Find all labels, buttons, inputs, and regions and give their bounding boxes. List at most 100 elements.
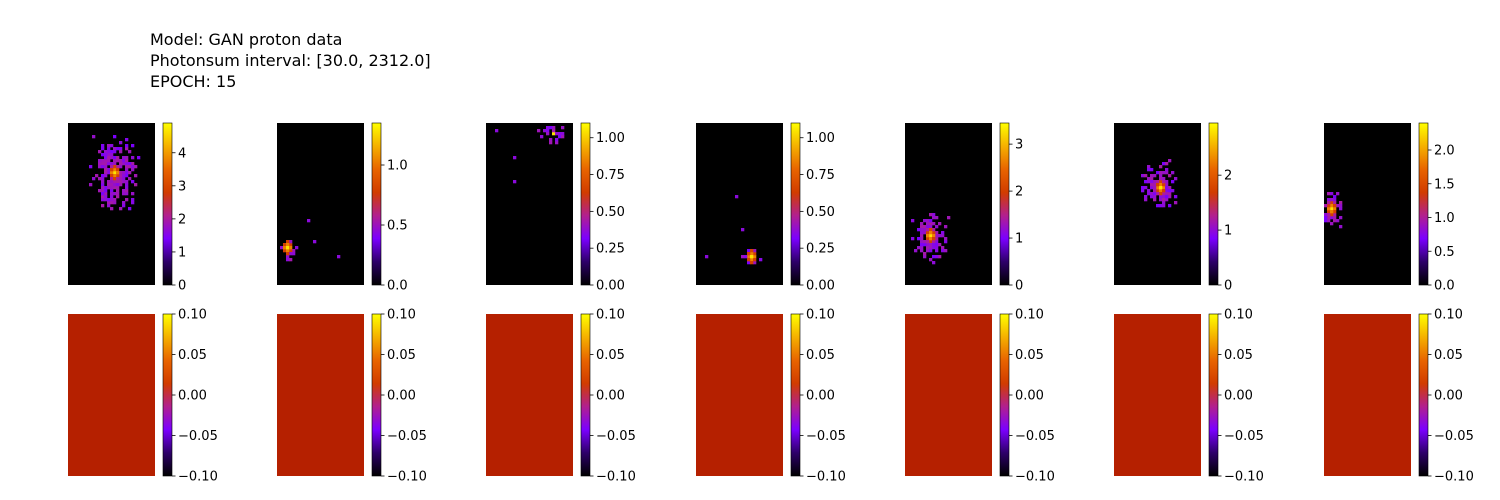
heatmap-pixel	[98, 189, 102, 193]
heatmap-pixel	[125, 180, 129, 184]
heatmap-pixel	[113, 165, 117, 169]
heatmap-pixel	[1327, 207, 1331, 211]
colorbar-tick-label: 0.00	[806, 389, 835, 404]
heatmap-image	[68, 314, 155, 476]
heatmap-pixel	[929, 237, 933, 241]
heatmap-pixel	[92, 177, 96, 181]
heatmap-pixel	[289, 252, 293, 256]
heatmap-pixel	[1324, 204, 1328, 208]
heatmap-pixel	[116, 183, 120, 187]
heatmap-pixel	[735, 195, 739, 199]
heatmap-pixel	[941, 249, 945, 253]
colorbar	[371, 122, 382, 286]
heatmap-pixel	[1150, 180, 1154, 184]
heatmap-pixel	[1330, 216, 1334, 220]
heatmap-pixel	[1144, 198, 1148, 202]
heatmap-pixel	[122, 204, 126, 208]
colorbar-tick-label: 0.10	[387, 308, 416, 323]
heatmap-pixel	[107, 171, 111, 175]
heatmap-pixel	[561, 132, 565, 136]
heatmap-pixel	[122, 192, 126, 196]
heatmap-pixel	[292, 249, 296, 253]
heatmap-pixel	[926, 243, 930, 247]
heatmap-panel-r1-c7: 0.0 0.5 1.0 1.5 2.0	[1324, 122, 1455, 294]
heatmap-pixel	[104, 192, 108, 196]
heatmap-pixel	[1327, 192, 1331, 196]
heatmap-pixel	[750, 261, 754, 265]
heatmap-pixel	[113, 192, 117, 196]
heatmap-pixel	[125, 165, 129, 169]
heatmap-pixel	[286, 246, 290, 250]
heatmap-pixel	[104, 162, 108, 166]
colorbar-tick-label: 1.5	[1434, 177, 1455, 192]
heatmap-pixel	[110, 156, 114, 160]
heatmap-pixel	[128, 177, 132, 181]
heatmap-pixel	[1159, 192, 1163, 196]
heatmap-pixel	[289, 240, 293, 244]
heatmap-pixel	[119, 180, 123, 184]
heatmap-pixel	[1165, 162, 1169, 166]
heatmap-pixel	[1141, 189, 1145, 193]
heatmap-pixel	[110, 177, 114, 181]
heatmap-pixel	[107, 162, 111, 166]
heatmap-pixel	[125, 168, 129, 172]
heatmap-pixel	[1162, 198, 1166, 202]
title-epoch: EPOCH: 15	[150, 72, 237, 91]
heatmap-pixel	[555, 141, 559, 145]
heatmap-pixel	[116, 171, 120, 175]
heatmap-pixel	[119, 183, 123, 187]
heatmap-pixel	[101, 177, 105, 181]
heatmap-pixel	[549, 138, 553, 142]
heatmap-pixel	[540, 135, 544, 139]
heatmap-pixel	[107, 204, 111, 208]
heatmap-pixel	[932, 255, 936, 259]
heatmap-image	[696, 123, 783, 285]
heatmap-pixel	[125, 189, 129, 193]
heatmap-pixel	[929, 231, 933, 235]
heatmap-pixel	[747, 255, 751, 259]
heatmap-pixel	[113, 198, 117, 202]
colorbar-tick-label: −0.10	[596, 470, 636, 485]
colorbar-tick-label: 1.00	[596, 131, 625, 146]
heatmap-panel-r2-c4: −0.10 −0.05 0.00 0.05 0.10	[696, 308, 846, 485]
heatmap-pixel	[119, 207, 123, 211]
heatmap-pixel	[116, 195, 120, 199]
heatmap-pixel	[128, 171, 132, 175]
colorbar-tick-label: 1	[178, 245, 186, 260]
heatmap-pixel	[1153, 180, 1157, 184]
heatmap-pixel	[1159, 198, 1163, 202]
heatmap-pixel	[932, 237, 936, 241]
colorbar	[790, 313, 801, 477]
colorbar-tick-label: 0.05	[806, 348, 835, 363]
heatmap-pixel	[110, 162, 114, 166]
heatmap-pixel	[1168, 192, 1172, 196]
heatmap-pixel	[98, 162, 102, 166]
heatmap-pixel	[1162, 192, 1166, 196]
heatmap-pixel	[116, 165, 120, 169]
heatmap-pixel	[101, 144, 105, 148]
heatmap-pixel	[546, 129, 550, 133]
heatmap-pixel	[935, 246, 939, 250]
heatmap-pixel	[98, 165, 102, 169]
colorbar-tick-label: 0.10	[1224, 308, 1253, 323]
colorbar-tick-label: −0.10	[1015, 470, 1055, 485]
colorbar-tick-label: 0.00	[596, 389, 625, 404]
heatmap-pixel	[137, 156, 141, 160]
heatmap-pixel	[107, 147, 111, 151]
heatmap-pixel	[495, 129, 499, 133]
colorbar-tick-label: 0.50	[806, 205, 835, 220]
heatmap-pixel	[125, 156, 129, 160]
heatmap-pixel	[1150, 195, 1154, 199]
heatmap-pixel	[110, 180, 114, 184]
heatmap-pixel	[932, 240, 936, 244]
colorbar-tick-label: 0.00	[1015, 389, 1044, 404]
heatmap-pixel	[1339, 201, 1343, 205]
heatmap-pixel	[1162, 189, 1166, 193]
heatmap-pixel	[923, 240, 927, 244]
heatmap-pixel	[107, 159, 111, 163]
heatmap-pixel	[932, 234, 936, 238]
heatmap-pixel	[122, 189, 126, 193]
heatmap-pixel	[1324, 213, 1328, 217]
heatmap-pixel	[1327, 204, 1331, 208]
heatmap-pixel	[122, 171, 126, 175]
